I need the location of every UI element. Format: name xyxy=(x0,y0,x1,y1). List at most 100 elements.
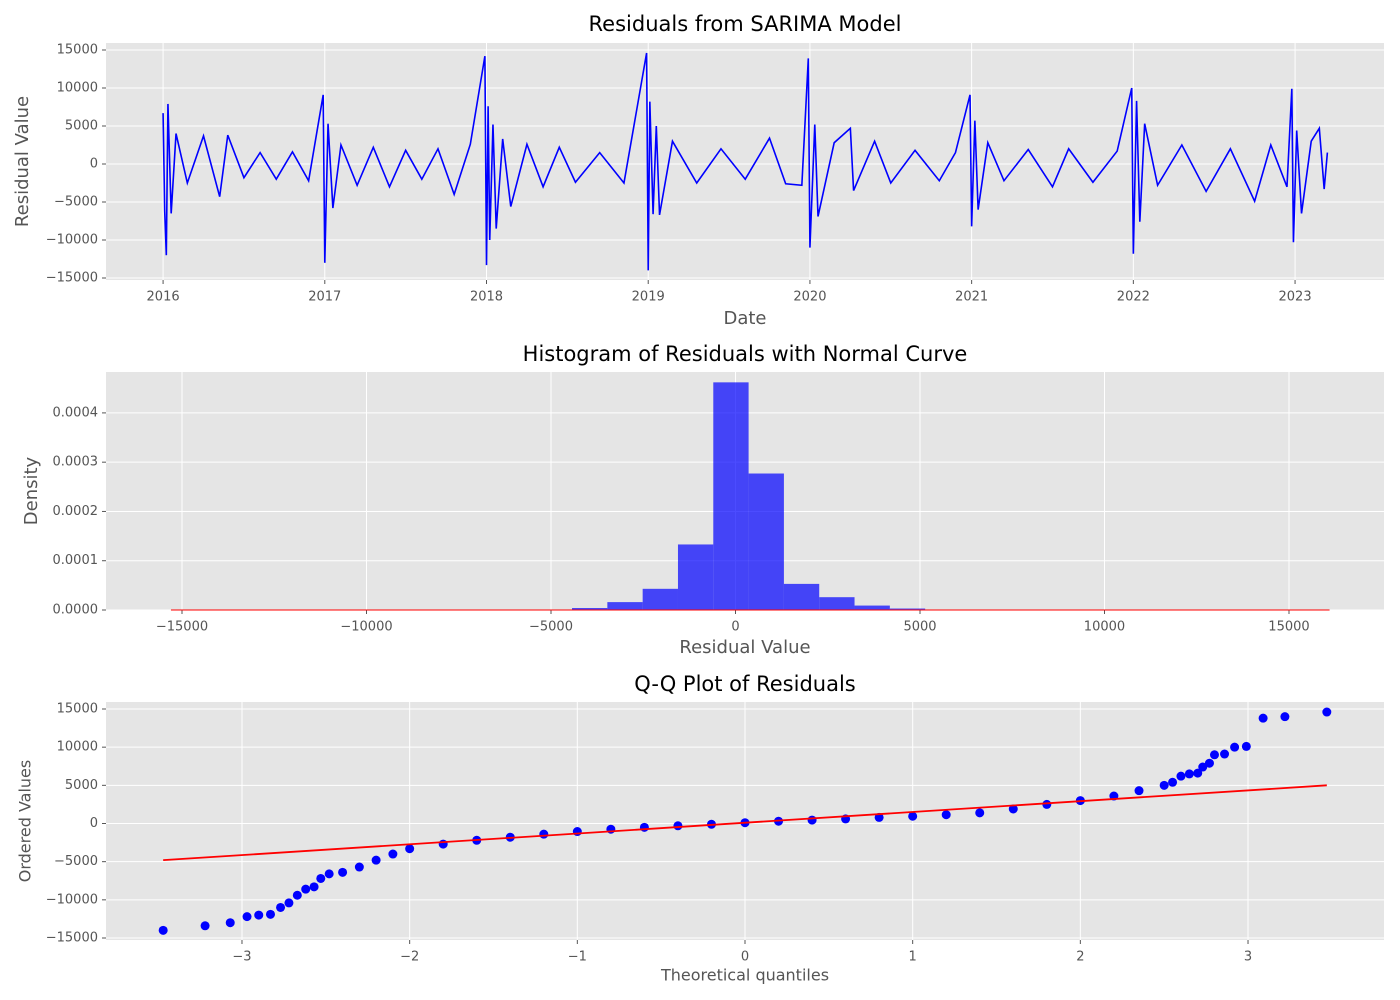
qq-point xyxy=(908,811,918,821)
y-tick-label: 15000 xyxy=(57,42,98,57)
qq-point xyxy=(254,910,264,920)
x-tick-label: 5000 xyxy=(903,620,936,635)
qq-point xyxy=(1258,713,1268,723)
x-tick-label: 2020 xyxy=(793,290,826,305)
histogram-bar xyxy=(677,544,714,610)
qq-point xyxy=(438,839,448,849)
qq-point xyxy=(1176,771,1186,781)
y-tick-label: −10000 xyxy=(46,233,98,248)
qq-point xyxy=(539,829,549,839)
qq-point xyxy=(242,912,252,922)
qq-point xyxy=(1008,804,1018,814)
qq-point xyxy=(941,810,951,820)
qq-point xyxy=(292,890,302,900)
chart-title: Q-Q Plot of Residuals xyxy=(634,672,855,696)
histogram-bar xyxy=(748,473,784,610)
x-tick-label: 2021 xyxy=(955,290,988,305)
x-tick-label: −2 xyxy=(400,950,419,965)
histogram-bar xyxy=(607,602,643,610)
qq-point xyxy=(1241,741,1251,751)
x-tick-label: 3 xyxy=(1244,950,1252,965)
qq-point xyxy=(1159,780,1169,790)
x-tick-label: 10000 xyxy=(1084,620,1125,635)
y-tick-label: 10000 xyxy=(57,80,98,95)
qq-point xyxy=(388,849,398,859)
histogram-bar xyxy=(854,605,890,610)
histogram-bar xyxy=(713,382,749,610)
y-tick-label: −5000 xyxy=(54,195,98,210)
qq-point xyxy=(265,909,275,919)
y-tick-label: −10000 xyxy=(46,892,98,907)
x-tick-label: 2 xyxy=(1076,950,1084,965)
y-tick-label: 5000 xyxy=(65,778,98,793)
qq-point xyxy=(1220,749,1230,759)
histogram-bar xyxy=(783,583,820,610)
qq-point xyxy=(1209,750,1219,760)
chart-title: Histogram of Residuals with Normal Curve xyxy=(523,342,968,366)
residual-line xyxy=(162,52,1329,271)
chart-title: Residuals from SARIMA Model xyxy=(589,12,902,36)
x-axis-label: Date xyxy=(723,308,766,329)
qq-point xyxy=(1168,777,1178,787)
qq-point xyxy=(1134,786,1144,796)
qq-point xyxy=(354,862,364,872)
y-tick-label: −5000 xyxy=(54,854,98,869)
x-tick-label: 0 xyxy=(741,950,749,965)
qq-point xyxy=(225,918,235,928)
qq-point xyxy=(371,855,381,865)
qq-point xyxy=(673,821,683,831)
y-axis-label: Density xyxy=(21,456,42,525)
y-tick-label: 0 xyxy=(90,157,98,172)
y-tick-label: 0.0001 xyxy=(53,553,99,568)
y-tick-label: 0.0004 xyxy=(53,405,99,420)
qq-point xyxy=(284,898,294,908)
x-tick-label: 0 xyxy=(731,620,739,635)
fit-line xyxy=(163,784,1327,862)
qq-point xyxy=(301,884,311,894)
histogram-bar xyxy=(642,588,678,610)
qq-point xyxy=(639,822,649,832)
y-tick-label: 5000 xyxy=(65,119,98,134)
x-axis-label: Theoretical quantiles xyxy=(660,966,829,985)
x-tick-label: −5000 xyxy=(529,620,573,635)
y-tick-label: −15000 xyxy=(46,271,98,286)
y-tick-label: 0 xyxy=(90,816,98,831)
qq-point xyxy=(572,827,582,837)
x-tick-label: −10000 xyxy=(340,620,392,635)
qq-point xyxy=(1322,707,1332,717)
x-tick-label: −15000 xyxy=(156,620,208,635)
y-tick-label: 15000 xyxy=(57,701,98,716)
y-tick-label: 0.0003 xyxy=(53,455,99,470)
x-tick-label: −3 xyxy=(232,950,251,965)
qq-point xyxy=(316,873,326,883)
histogram-bar xyxy=(819,597,855,610)
qq-point xyxy=(158,925,168,935)
x-tick-label: 2017 xyxy=(308,290,341,305)
x-axis-label: Residual Value xyxy=(679,637,810,658)
x-tick-label: 1 xyxy=(909,950,917,965)
qq-point xyxy=(1042,799,1052,809)
x-tick-label: 2019 xyxy=(632,290,665,305)
x-tick-label: 2023 xyxy=(1279,290,1312,305)
qq-point xyxy=(1184,769,1194,779)
qq-point xyxy=(338,867,348,877)
x-tick-label: 2016 xyxy=(147,290,180,305)
qq-point xyxy=(1280,712,1290,722)
y-tick-label: −15000 xyxy=(46,931,98,946)
qq-point xyxy=(1230,742,1240,752)
qq-point xyxy=(1193,768,1203,778)
y-tick-label: 10000 xyxy=(57,740,98,755)
qq-point xyxy=(324,869,334,879)
qq-point xyxy=(975,808,985,818)
qq-point xyxy=(1198,762,1208,772)
x-tick-label: 2022 xyxy=(1117,290,1150,305)
x-tick-label: −1 xyxy=(568,950,587,965)
qq-point xyxy=(1204,758,1214,768)
qq-point xyxy=(807,815,817,825)
histogram-bar xyxy=(572,608,608,610)
qq-point xyxy=(276,902,286,912)
y-tick-label: 0.0002 xyxy=(53,504,99,519)
qq-point xyxy=(200,921,210,931)
y-axis-label: Ordered Values xyxy=(16,760,35,882)
